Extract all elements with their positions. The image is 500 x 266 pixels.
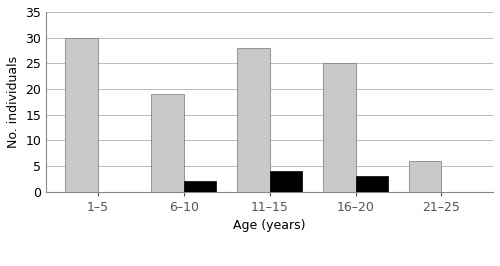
Bar bbox=[184, 181, 216, 192]
Bar bbox=[323, 63, 356, 192]
Bar bbox=[65, 38, 98, 192]
Y-axis label: No. individuals: No. individuals bbox=[7, 56, 20, 148]
Bar bbox=[356, 176, 388, 192]
Bar bbox=[151, 94, 184, 192]
Bar bbox=[270, 171, 302, 192]
Bar bbox=[409, 161, 442, 192]
Bar bbox=[237, 48, 270, 192]
X-axis label: Age (years): Age (years) bbox=[234, 219, 306, 232]
